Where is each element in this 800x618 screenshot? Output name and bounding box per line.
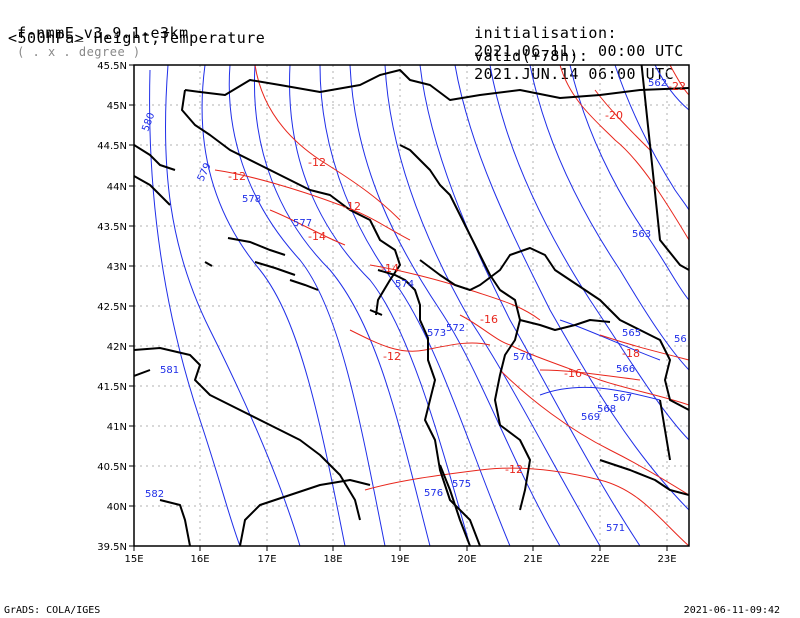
height-label: 563 — [632, 229, 651, 240]
lat-label: 41N — [107, 422, 127, 433]
lon-label: 16E — [190, 554, 209, 565]
height-contours — [149, 65, 689, 546]
height-label: 56 — [674, 334, 687, 345]
temp-label: -18 — [622, 347, 640, 360]
height-label: 569 — [581, 412, 600, 423]
lon-label: 17E — [257, 554, 276, 565]
lat-label: 45.5N — [97, 61, 127, 72]
temp-label: -14 — [308, 230, 326, 243]
temp-label: -16 — [480, 313, 498, 326]
temperature-contours — [214, 65, 689, 546]
height-label: 582 — [145, 489, 164, 500]
temp-label: -12 — [308, 156, 326, 169]
temp-label: -12 — [505, 463, 523, 476]
init-line: initialisation: 2021.06.11. 00:00 UTC — [455, 6, 684, 60]
height-label: 566 — [616, 364, 635, 375]
height-label: 579 — [196, 161, 214, 183]
graticule — [134, 65, 689, 546]
height-label: 575 — [452, 479, 471, 490]
model-title: f-nmmE_v3.9.1-e3km ( . x . degree ) — [0, 6, 189, 60]
model-resolution: ( . x . degree ) — [17, 45, 141, 59]
height-label: 578 — [242, 194, 261, 205]
height-label: 565 — [622, 328, 641, 339]
temp-label: -22 — [668, 80, 686, 93]
height-label: 573 — [427, 328, 446, 339]
field-title: <500hPa> Height,Temperature — [8, 29, 266, 47]
lat-label: 41.5N — [97, 382, 127, 393]
lon-label: 15E — [124, 554, 143, 565]
lon-label: 21E — [523, 554, 542, 565]
lat-label: 43N — [107, 262, 127, 273]
height-label: 576 — [424, 488, 443, 499]
lon-label: 22E — [590, 554, 609, 565]
lat-label: 39.5N — [97, 542, 127, 553]
longitude-labels: 15E 16E 17E 18E 19E 20E 21E 22E 23E — [124, 554, 676, 565]
lat-label: 42N — [107, 342, 127, 353]
init-label: initialisation: — [474, 24, 618, 42]
temp-label: -16 — [564, 367, 582, 380]
lon-label: 19E — [390, 554, 409, 565]
height-label: 572 — [446, 323, 465, 334]
model-name: f-nmmE_v3.9.1-e3km — [17, 24, 189, 42]
islands — [204, 237, 383, 316]
height-label: 562 — [648, 78, 667, 89]
latitude-labels: 45.5N 45N 44.5N 44N 43.5N 43N 42.5N 42N … — [97, 61, 127, 553]
lon-label: 20E — [457, 554, 476, 565]
lat-label: 44.5N — [97, 141, 127, 152]
temp-label: -12 — [228, 170, 246, 183]
lon-label: 23E — [657, 554, 676, 565]
lat-label: 40.5N — [97, 462, 127, 473]
tick-marks — [129, 64, 668, 551]
temp-label: -20 — [605, 109, 623, 122]
temp-label: -12 — [343, 200, 361, 213]
valid-label: valid(+78h): — [474, 47, 589, 65]
lat-label: 40N — [107, 502, 127, 513]
height-label: 580 — [140, 111, 157, 133]
coastlines-borders — [134, 65, 689, 546]
init-value: 2021.06.11. 00:00 UTC — [474, 42, 684, 60]
height-label: 571 — [606, 523, 625, 534]
temperature-labels: -22 -20 -12 -12 -12 -14 -14 -16 -12 -16 … — [228, 80, 686, 476]
height-label: 567 — [613, 393, 632, 404]
lat-label: 45N — [107, 101, 127, 112]
footer-credit: GrADS: COLA/IGES — [4, 605, 101, 616]
height-label: 568 — [597, 404, 616, 415]
temp-label: -14 — [381, 262, 399, 275]
height-label: 570 — [513, 352, 532, 363]
height-label: 577 — [293, 218, 312, 229]
height-label: 581 — [160, 365, 179, 376]
lat-label: 43.5N — [97, 222, 127, 233]
lat-label: 44N — [107, 182, 127, 193]
lat-label: 42.5N — [97, 302, 127, 313]
height-label: 574 — [395, 279, 414, 290]
height-labels: 580 579 578 577 574 573 572 570 571 581 … — [140, 78, 686, 534]
temp-label: -12 — [383, 350, 401, 363]
lon-label: 18E — [323, 554, 342, 565]
footer-timestamp: 2021-06-11-09:42 — [683, 605, 780, 616]
